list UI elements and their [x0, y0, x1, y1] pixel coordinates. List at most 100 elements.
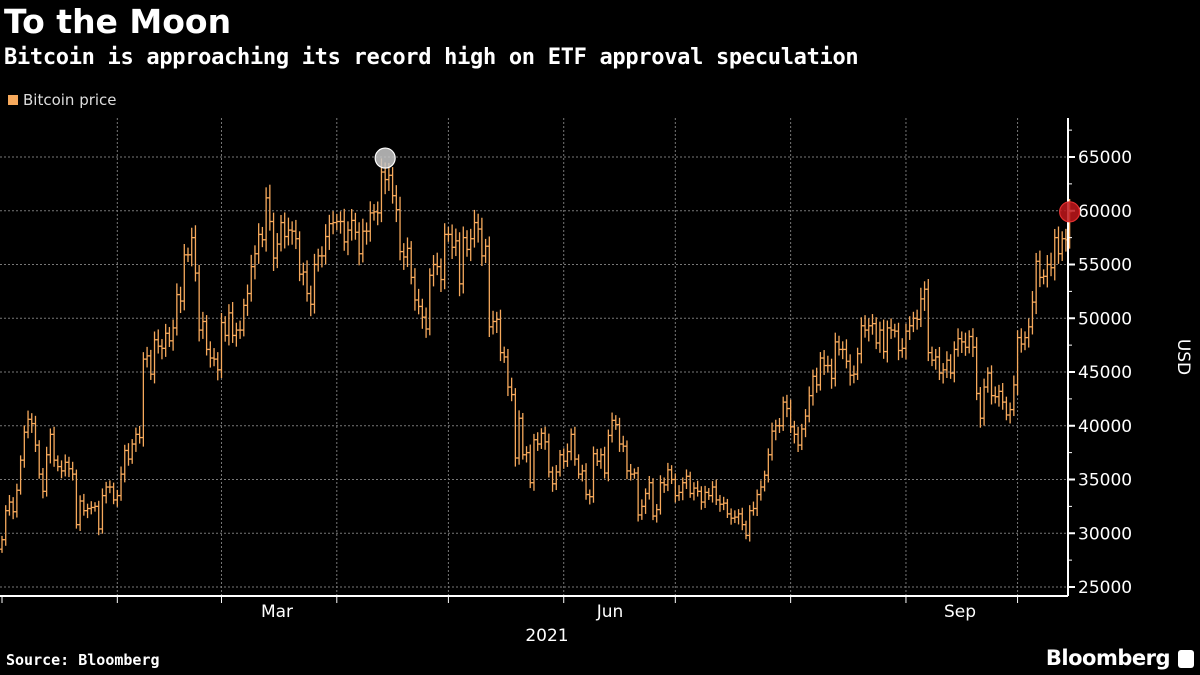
price-bar [420, 298, 425, 329]
price-bar [654, 504, 659, 523]
price-bar [476, 213, 481, 243]
price-bar [963, 332, 968, 356]
price-bar [647, 476, 652, 500]
price-bar [327, 214, 332, 250]
price-bar [837, 335, 841, 356]
price-bar [372, 204, 376, 221]
price-bar [539, 428, 544, 449]
price-bar [758, 480, 763, 501]
x-year-label: 2021 [525, 626, 568, 646]
price-bar [219, 312, 224, 379]
price-bar [792, 420, 797, 444]
price-bar [357, 222, 362, 266]
price-bar [967, 330, 972, 354]
y-tick-label: 35000 [1078, 471, 1132, 491]
price-bar [1030, 291, 1035, 335]
price-bar [1041, 269, 1046, 285]
price-bar [517, 410, 522, 465]
price-bar [226, 304, 231, 346]
price-bar [636, 466, 641, 522]
price-bar [1015, 330, 1020, 396]
price-bar [717, 494, 722, 512]
price-bar [308, 285, 313, 317]
price-bar [996, 384, 1001, 407]
price-bar [651, 478, 655, 521]
price-bar [189, 227, 194, 267]
price-bar [70, 461, 75, 481]
price-bar [982, 378, 987, 426]
price-bar [907, 316, 912, 340]
latest-marker [1059, 201, 1081, 223]
price-bar [498, 309, 503, 362]
price-bar [260, 226, 265, 248]
price-bar [301, 262, 306, 286]
price-bar [33, 415, 38, 452]
price-bar [1008, 402, 1013, 424]
price-bar [989, 365, 994, 405]
price-bar [889, 318, 894, 339]
price-bar [770, 422, 775, 461]
price-bar [245, 284, 250, 316]
price-bar [40, 468, 45, 499]
price-bar [729, 508, 734, 525]
price-bar [200, 311, 205, 339]
price-bar [535, 432, 540, 451]
axes: 25000 30000 35000 40000 45000 50000 55000 60000… [0, 118, 1132, 603]
price-bar [863, 315, 868, 338]
price-bar [353, 212, 358, 240]
price-bar [546, 433, 551, 478]
price-bar [851, 365, 856, 384]
price-bar [405, 237, 410, 268]
chart-subtitle: Bitcoin is approaching its record high o… [4, 45, 859, 70]
price-bar [163, 323, 168, 357]
price-bar [617, 417, 622, 452]
price-bar [435, 252, 440, 276]
price-bar [621, 435, 626, 453]
source-note: Source: Bloomberg [6, 651, 160, 669]
price-bar [1045, 255, 1050, 288]
price-bar [167, 327, 172, 348]
price-bar [762, 470, 767, 492]
y-tick-label: 25000 [1078, 578, 1132, 598]
price-bar [881, 319, 886, 359]
price-bar [1056, 226, 1061, 264]
price-bar [66, 456, 71, 478]
price-bar [137, 425, 142, 444]
price-bar [610, 412, 615, 443]
bloomberg-terminal-icon [1178, 650, 1194, 668]
price-bar [933, 348, 938, 370]
price-bar [450, 224, 455, 259]
price-bar [145, 346, 150, 368]
price-bar [807, 386, 812, 423]
price-bar [297, 231, 302, 282]
price-bar [937, 346, 942, 381]
y-tick-label: 40000 [1078, 417, 1132, 437]
price-bar [870, 314, 875, 335]
price-bar [584, 463, 589, 500]
price-bar [81, 493, 86, 516]
price-bar [591, 446, 596, 503]
price-bar [680, 477, 685, 501]
price-bar [156, 329, 161, 354]
price-bar [394, 185, 399, 223]
price-bar [1011, 375, 1016, 417]
price-bar [7, 495, 12, 516]
price-bar [543, 426, 548, 450]
price-bar [487, 236, 492, 338]
price-bar [777, 418, 782, 433]
price-bar [558, 449, 562, 477]
price-bar [286, 217, 291, 246]
y-tick-label: 30000 [1078, 524, 1132, 544]
price-bar [416, 288, 421, 315]
price-bar [970, 328, 975, 358]
price-bar [401, 243, 406, 270]
price-bar [736, 509, 741, 525]
legend: Bitcoin price [8, 91, 117, 109]
price-bar [3, 505, 8, 546]
price-bar [948, 354, 953, 379]
price-bar [956, 328, 961, 357]
price-bar [279, 214, 283, 252]
price-bar [14, 483, 19, 518]
price-bar [677, 485, 682, 501]
price-bar [63, 454, 68, 477]
